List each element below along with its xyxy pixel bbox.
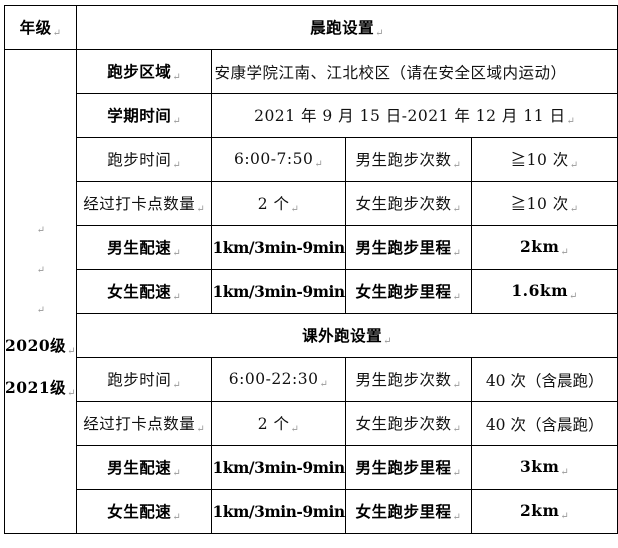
cell: 40 次（含晨跑） — [471, 401, 618, 446]
table-row: 女生配速↵ 1km/3min-9min 女生跑步里程↵ 1.6km↵ — [5, 269, 618, 314]
cell: 6:00-22:30↵ — [211, 357, 346, 402]
grade-cell: ↵ ↵ ↵ 2020级↵ 2021级↵ — [3, 49, 78, 534]
cell: 1km/3min-9min — [211, 489, 346, 534]
cell: 40 次（含晨跑） — [471, 357, 618, 402]
cell: 男生配速↵ — [76, 225, 213, 270]
cell: 2 个↵ — [211, 181, 346, 226]
extra-run-title: 课外跑设置↵ — [76, 313, 618, 358]
cell: 经过打卡点数量↵ — [76, 181, 213, 226]
cell: 跑步时间↵ — [76, 357, 213, 402]
table-row: 男生配速↵ 1km/3min-9min 男生跑步里程↵ 3km↵ — [5, 445, 618, 490]
cell: 男生跑步里程↵ — [344, 445, 473, 490]
cell: ≧10 次↵ — [471, 137, 618, 182]
grade-header: 年级↵ — [3, 5, 78, 50]
term-value: 2021 年 9 月 15 日-2021 年 12 月 11 日↵ — [211, 93, 618, 138]
area-label: 跑步区域↵ — [76, 49, 213, 94]
table-row: 男生配速↵ 1km/3min-9min 男生跑步里程↵ 2km↵ — [5, 225, 618, 270]
table-row: 经过打卡点数量↵ 2 个↵ 女生跑步次数↵ 40 次（含晨跑） — [5, 401, 618, 446]
cell: 男生跑步次数↵ — [344, 137, 473, 182]
cell: 经过打卡点数量↵ — [76, 401, 213, 446]
cell: 女生跑步里程↵ — [344, 269, 473, 314]
cell: 男生跑步里程↵ — [344, 225, 473, 270]
cell: 2km↵ — [471, 489, 618, 534]
cell: 1km/3min-9min — [211, 225, 346, 270]
cell: 女生跑步次数↵ — [344, 181, 473, 226]
running-settings-table: 年级↵ 晨跑设置↵ ↵ ↵ ↵ 2020级↵ 2021级↵ 跑步区域↵ 安康学院… — [3, 5, 618, 534]
morning-run-title: 晨跑设置↵ — [76, 5, 618, 50]
header-row: 年级↵ 晨跑设置↵ — [3, 5, 618, 50]
cell: 1.6km↵ — [471, 269, 618, 314]
cell: 1km/3min-9min — [211, 269, 346, 314]
cell: 6:00-7:50↵ — [211, 137, 346, 182]
cell: 女生跑步里程↵ — [344, 489, 473, 534]
table-row: 经过打卡点数量↵ 2 个↵ 女生跑步次数↵ ≧10 次↵ — [5, 181, 618, 226]
extra-title-row: 课外跑设置↵ — [5, 313, 618, 358]
grade-2021: 2021级↵ — [5, 378, 77, 399]
cell: 女生配速↵ — [76, 489, 213, 534]
table-row: 学期时间↵ 2021 年 9 月 15 日-2021 年 12 月 11 日↵ — [5, 93, 618, 138]
table-row: 女生配速↵ 1km/3min-9min 女生跑步里程↵ 2km↵ — [5, 489, 618, 534]
grade-2020: 2020级↵ — [5, 336, 77, 357]
table-row: 跑步时间↵ 6:00-7:50↵ 男生跑步次数↵ ≧10 次↵ — [5, 137, 618, 182]
cell: 女生配速↵ — [76, 269, 213, 314]
table-row: ↵ ↵ ↵ 2020级↵ 2021级↵ 跑步区域↵ 安康学院江南、江北校区（请在… — [3, 49, 618, 534]
cell: 2 个↵ — [211, 401, 346, 446]
table-row: 跑步时间↵ 6:00-22:30↵ 男生跑步次数↵ 40 次（含晨跑） — [5, 357, 618, 402]
term-label: 学期时间↵ — [76, 93, 213, 138]
cell: 男生跑步次数↵ — [344, 357, 473, 402]
cell: 跑步时间↵ — [76, 137, 213, 182]
cell: 3km↵ — [471, 445, 618, 490]
cell: ≧10 次↵ — [471, 181, 618, 226]
cell: 男生配速↵ — [76, 445, 213, 490]
cell: 女生跑步次数↵ — [344, 401, 473, 446]
area-value: 安康学院江南、江北校区（请在安全区域内运动） — [211, 49, 618, 94]
cell: 2km↵ — [471, 225, 618, 270]
cell: 1km/3min-9min — [211, 445, 346, 490]
